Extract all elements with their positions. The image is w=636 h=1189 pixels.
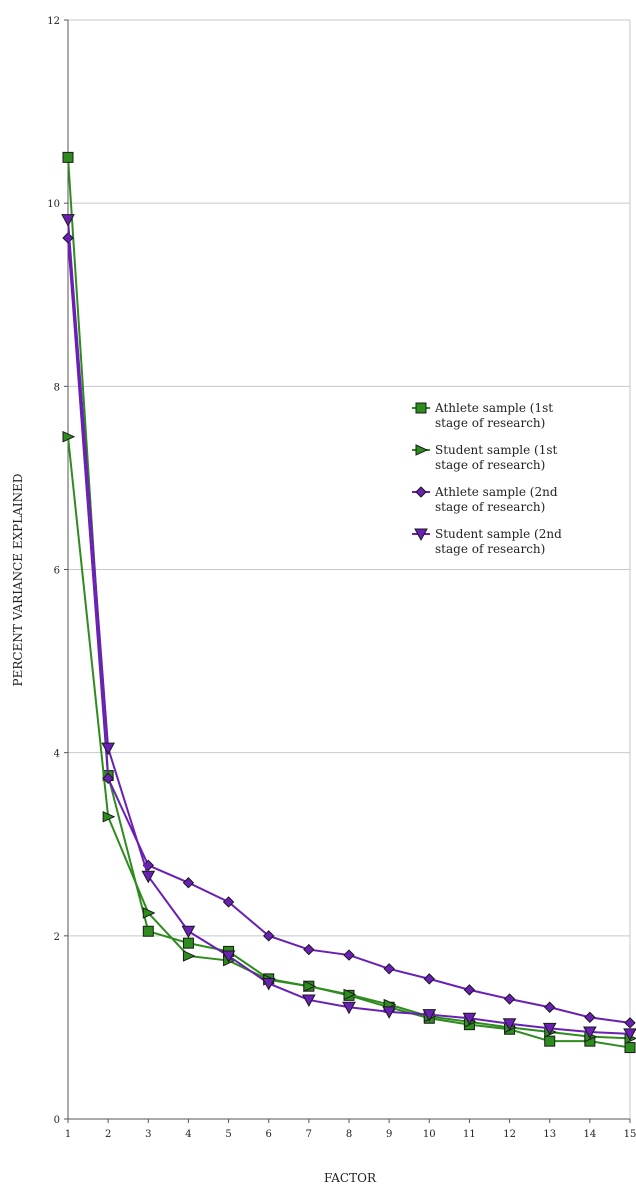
axes (64, 19, 631, 1123)
x-tick-label-14: 14 (583, 1129, 596, 1140)
series-4-point-2 (101, 742, 115, 756)
legend-swatch-marker-1 (415, 402, 427, 414)
series-3-point-13 (544, 1001, 556, 1013)
series-2-point-3 (142, 907, 156, 919)
legend-label-4-line-1: Student sample (2nd (435, 527, 562, 541)
y-tick-label-8: 8 (54, 382, 60, 393)
y-tick-label-10: 10 (47, 199, 60, 210)
x-tick-label-2: 2 (105, 1129, 111, 1140)
y-tick-label-12: 12 (47, 16, 60, 27)
series-1-point-13 (544, 1035, 556, 1047)
x-tick-label-5: 5 (225, 1129, 231, 1140)
legend-label-2-line-2: stage of research) (435, 458, 545, 472)
series-3-point-2 (102, 772, 114, 785)
legend-swatch-marker-2 (415, 444, 429, 456)
y-tick-label-6: 6 (54, 566, 60, 577)
y-tick-label-0: 0 (54, 1115, 60, 1126)
y-tick-label-2: 2 (54, 932, 60, 943)
legend-swatch-marker-4 (414, 528, 428, 542)
series-3-point-5 (222, 896, 235, 908)
series-3-line (67, 237, 631, 1024)
series-3-point-4 (182, 877, 195, 889)
legend-label-3-line-1: Athlete sample (2nd (434, 485, 558, 499)
series-3-point-11 (463, 984, 476, 996)
series-1-point-4 (182, 937, 194, 949)
series-2-point-2 (102, 810, 116, 823)
series-4-point-6 (261, 977, 276, 991)
x-tick-label-4: 4 (185, 1129, 191, 1140)
x-tick-label-11: 11 (463, 1129, 476, 1140)
x-tick-label-7: 7 (306, 1129, 312, 1140)
series-2-point-8 (343, 988, 357, 1001)
series-1-point-15 (624, 1042, 636, 1054)
series-4-point-12 (502, 1018, 517, 1031)
series-4-point-15 (623, 1028, 636, 1041)
x-tick-label-15: 15 (624, 1129, 636, 1140)
series-2-point-7 (303, 980, 317, 992)
y-tick-label-4: 4 (54, 749, 60, 760)
series-4-point-8 (342, 1001, 356, 1015)
series-3-point-6 (263, 930, 275, 942)
series-1-point-3 (142, 925, 154, 937)
y-axis-title: PERCENT VARIANCE EXPLAINED (11, 474, 25, 687)
series-4-point-1 (61, 214, 75, 227)
legend-label-1-line-1: Athlete sample (1st (434, 401, 553, 415)
series-3-point-9 (383, 963, 395, 975)
series-3-point-10 (423, 973, 435, 985)
x-tick-label-12: 12 (503, 1129, 516, 1140)
series-3 (62, 232, 636, 1029)
x-tick-label-6: 6 (266, 1129, 272, 1140)
x-tick-label-8: 8 (346, 1129, 352, 1140)
series-2-point-4 (182, 950, 196, 962)
series-group (61, 151, 636, 1054)
series-4-point-4 (181, 925, 196, 939)
series-4-point-11 (462, 1012, 477, 1026)
legend-label-3-line-2: stage of research) (435, 500, 545, 514)
series-3-point-14 (584, 1011, 596, 1024)
series-3-point-8 (343, 949, 355, 961)
x-tick-labels: 1 2 3 4 5 6 7 8 9 10 11 12 13 14 15 (65, 1129, 636, 1140)
x-axis-title: FACTOR (324, 1171, 377, 1185)
x-tick-label-1: 1 (65, 1129, 71, 1140)
series-4-point-10 (422, 1009, 437, 1022)
series-3-point-15 (624, 1017, 636, 1029)
series-4-point-9 (382, 1006, 396, 1019)
legend-label-4-line-2: stage of research) (435, 542, 545, 556)
x-tick-label-9: 9 (386, 1129, 392, 1140)
legend-label-1-line-2: stage of research) (435, 416, 545, 430)
legend-label-2-line-1: Student sample (1st (435, 443, 558, 457)
series-4-point-13 (542, 1022, 557, 1036)
x-tick-label-13: 13 (543, 1129, 556, 1140)
series-3-point-1 (62, 232, 74, 244)
x-tick-label-10: 10 (423, 1129, 436, 1140)
series-4-point-14 (583, 1026, 597, 1040)
legend-swatch-marker-3 (415, 486, 427, 498)
y-tick-labels: 0 2 4 6 8 10 12 (47, 16, 60, 1126)
series-3-point-12 (503, 993, 516, 1005)
series-4-point-7 (302, 994, 316, 1007)
series-4 (61, 214, 636, 1041)
series-1 (62, 151, 636, 1054)
series-4-point-5 (221, 950, 236, 964)
series-3-point-7 (303, 943, 315, 956)
series-1-point-1 (62, 151, 74, 163)
series-4-point-3 (141, 870, 156, 884)
series-2-point-1 (62, 430, 76, 443)
x-tick-label-3: 3 (145, 1129, 151, 1140)
